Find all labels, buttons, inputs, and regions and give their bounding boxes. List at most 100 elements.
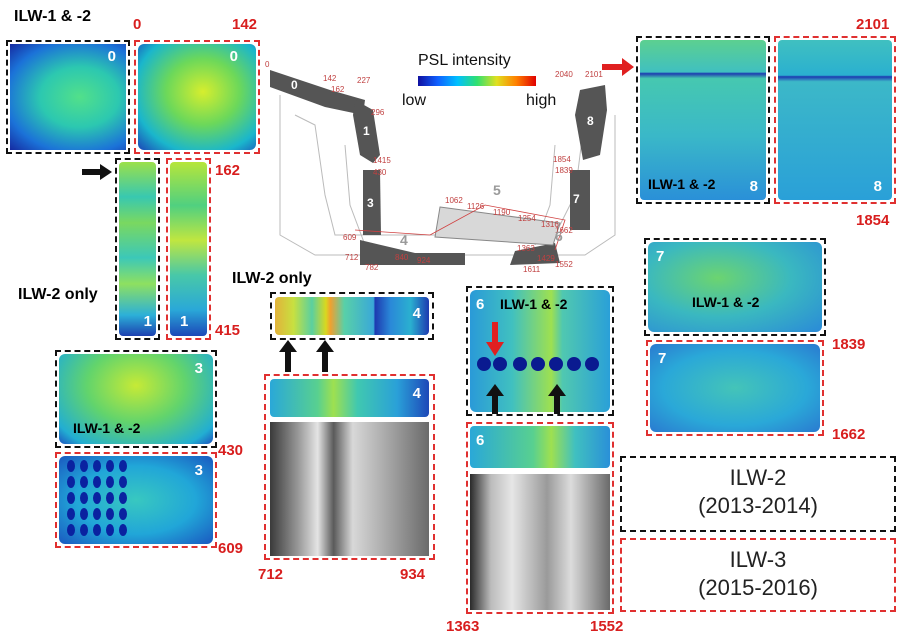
arrow-up-black: [316, 340, 334, 372]
position-label-0: 0: [133, 16, 142, 33]
diagram-position-labels: 0 142 162 227 296 1415 430 609 712 782 8…: [265, 60, 603, 274]
tile-shape-3: [363, 170, 381, 235]
position-label-162: 162: [215, 162, 241, 179]
tile-number: 1: [143, 313, 152, 330]
diagram-tile-id: 5: [493, 182, 501, 198]
diagram-label: 1839: [555, 166, 573, 175]
diagram-label: 430: [373, 168, 387, 177]
diagram-tile-id: 6: [555, 228, 563, 244]
position-label-142: 142: [232, 16, 258, 33]
tile-shape-7: [570, 170, 590, 230]
diagram-tile-id: 3: [367, 196, 374, 210]
sample-holes: [67, 460, 127, 536]
ilw3-frame-tile8: [774, 36, 896, 204]
tile-shape-1: [353, 100, 380, 163]
diagram-label: 1062: [445, 196, 463, 205]
diagram-tile-id: 8: [587, 114, 594, 128]
tile-shape-4: [360, 240, 465, 265]
tile-number: 8: [873, 178, 882, 195]
diagram-tile-ids: 0 1 3 7 8: [291, 78, 594, 210]
ilw2-frame-tile6: [466, 286, 614, 416]
arrow-up-black: [486, 384, 504, 414]
legend-ilw2: ILW-2 (2013-2014): [620, 456, 896, 532]
legend-ilw3: ILW-3 (2015-2016): [620, 538, 896, 612]
tile-shape-5: [434, 206, 561, 246]
diagram-tile-ids-grey: 4 5 6: [400, 182, 563, 248]
tile-number: 6: [476, 296, 485, 313]
psl-map-tile7-ilw3: 7: [650, 344, 820, 432]
tile-shapes: [270, 70, 607, 265]
psl-map-tile0-ilw2: 0: [10, 44, 126, 150]
legend-ilw2-line1: ILW-2: [729, 465, 787, 490]
diagram-tile-id: 1: [363, 124, 370, 138]
diagram-label: 2101: [585, 70, 603, 79]
sample-holes: [477, 357, 599, 371]
psl-map-tile1-ilw2: 1: [119, 162, 156, 336]
diagram-label: 162: [331, 85, 345, 94]
psl-map-tile6-ilw3: 6: [470, 426, 610, 468]
position-label-1552: 1552: [590, 618, 624, 635]
psl-map-tile8-ilw3: 8: [778, 40, 892, 200]
position-label-2101: 2101: [856, 16, 890, 33]
diagram-label: 1662: [555, 226, 573, 235]
position-label-1854: 1854: [856, 212, 890, 229]
arrow-up-black: [279, 340, 297, 372]
tile-number: 8: [749, 178, 758, 195]
diagram-label: 1429: [537, 254, 555, 263]
arrow-up-black: [548, 384, 566, 414]
ilw2-frame-tile4: [270, 292, 434, 340]
position-label-1363: 1363: [446, 618, 480, 635]
tile-shape-8: [575, 85, 607, 160]
legend-ilw3-line2: (2015-2016): [698, 575, 818, 600]
diagram-label: 1415: [373, 156, 391, 165]
ilw3-frame-tile0: [134, 40, 260, 154]
diagram-label: 1854: [553, 155, 571, 164]
arrow-right-red: [602, 58, 634, 76]
tile-number: 3: [194, 462, 203, 479]
psl-map-tile1-ilw3: 1: [170, 162, 207, 336]
position-label-609: 609: [218, 540, 244, 557]
position-label-415: 415: [215, 322, 241, 339]
position-label-1839: 1839: [832, 336, 866, 353]
ilw2-frame-tile1: [115, 158, 160, 340]
psl-map-tile0-ilw3: 0: [138, 44, 256, 150]
group-label-top-left: ILW-1 & -2: [14, 8, 92, 25]
arrow-right-black: [82, 164, 112, 180]
position-label-712: 712: [258, 566, 284, 583]
divertor-cross-section-diagram: 0 142 162 227 296 1415 430 609 712 782 8…: [265, 60, 616, 274]
diagram-label: 609: [343, 233, 357, 242]
diagram-label: 712: [345, 253, 359, 262]
diagram-label: 0: [265, 60, 270, 69]
diagram-label: 1363: [517, 244, 535, 253]
group-label-ilw2-only-mid: ILW-2 only: [232, 270, 312, 287]
legend-ilw2-line2: (2013-2014): [698, 493, 818, 518]
diagram-label: 227: [357, 76, 371, 85]
ilw2-frame-tile8: [636, 36, 770, 204]
ilw2-frame-tile0: [6, 40, 130, 154]
colorbar-low-label: low: [402, 92, 427, 109]
tile-number: 7: [656, 248, 665, 265]
diagram-tile-id: 7: [573, 192, 580, 206]
group-label-ilw2-only-left: ILW-2 only: [18, 286, 98, 303]
arrow-down-red: [486, 322, 504, 356]
diagram-label: 840: [395, 253, 409, 262]
diagram-tile-id: 4: [400, 232, 408, 248]
tile-group-label: ILW-1 & -2: [500, 296, 568, 312]
psl-map-tile3-ilw2: 3 ILW-1 & -2: [59, 354, 213, 444]
tile6-photo: [470, 474, 610, 610]
tile-number: 0: [229, 48, 238, 65]
diagram-label: 296: [371, 108, 385, 117]
tile-shape-6: [510, 243, 560, 265]
position-label-934: 934: [400, 566, 426, 583]
psl-map-tile4-ilw3: 4: [270, 379, 429, 417]
colorbar-high-label: high: [526, 92, 557, 109]
ilw2-frame-tile7: [644, 238, 826, 336]
diagram-label: 1190: [493, 208, 511, 217]
ilw3-frame-tile1: [166, 158, 211, 340]
tile4-photo: [270, 422, 429, 556]
ilw3-frame-tile4: [264, 374, 435, 560]
tile-group-label: ILW-1 & -2: [73, 420, 141, 436]
colorbar-title: PSL intensity: [418, 52, 511, 69]
psl-map-tile8-ilw2: ILW-1 & -2 8: [640, 40, 766, 200]
diagram-label: 1126: [467, 202, 485, 211]
